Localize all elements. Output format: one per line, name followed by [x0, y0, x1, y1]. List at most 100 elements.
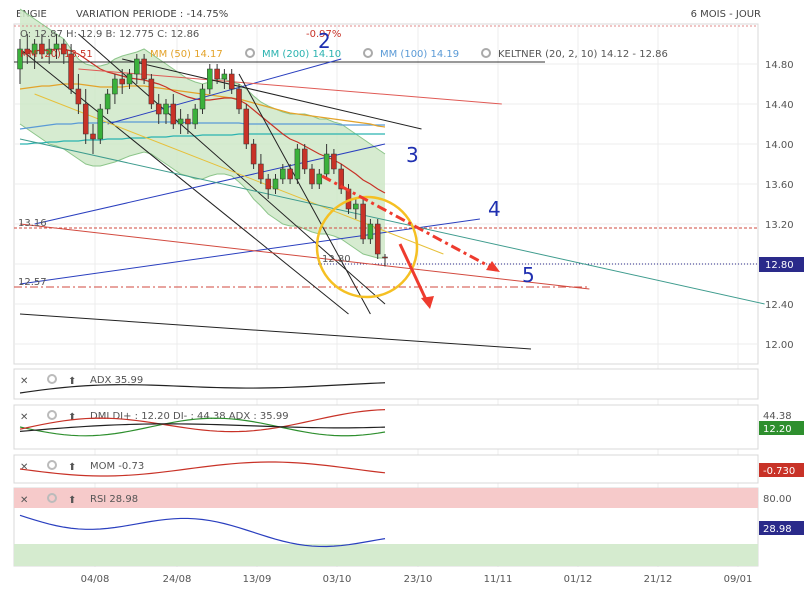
- candle-body: [382, 256, 388, 259]
- y-tick-label: 13.20: [765, 220, 794, 231]
- candle-body: [46, 48, 52, 55]
- y-tick-label: 14.80: [765, 60, 794, 71]
- close-icon: ✕: [20, 495, 28, 506]
- dmi-axis-label: 44.38: [763, 411, 792, 422]
- trend-line: [78, 68, 502, 105]
- circle-value-label: 12.80: [322, 254, 351, 265]
- annotations: 2 3 4 5 13.16 12.57 12.80 12.80: [18, 29, 804, 309]
- close-icon: ✕: [20, 462, 28, 473]
- dmi-badge: [759, 421, 804, 435]
- close-icon: ✕: [20, 412, 28, 423]
- mom-label: MOM -0.73: [90, 461, 144, 472]
- dmi-panel: [13, 404, 759, 450]
- annotation-label: 5: [522, 263, 535, 287]
- rsi-axis-label: 80.00: [763, 494, 792, 505]
- arrow-up-icon: ⬆: [68, 376, 76, 387]
- indicator-panels: ✕ ⬆ ADX 35.99 ✕ ⬆ DMI DI+ : 12.20 DI- : 44.38…: [13, 368, 804, 567]
- gear-icon[interactable]: [245, 48, 255, 58]
- annotation-label: 4: [488, 197, 501, 221]
- di-minus-line: [19, 409, 386, 433]
- rsi-line: [19, 514, 386, 548]
- x-tick-label: 24/08: [163, 574, 192, 585]
- candle-body: [141, 58, 147, 80]
- y-tick-label: 13.60: [765, 180, 794, 191]
- mm200-line: [20, 133, 385, 145]
- adx-line: [19, 382, 386, 394]
- ohlc-change: -0.97%: [306, 29, 341, 40]
- drop-arrow-head: [421, 296, 434, 309]
- x-axis-ticks: 04/08 24/08 13/09 03/10 23/10 11/11 01/12 21/12…: [81, 574, 753, 585]
- x-tick-label: 23/10: [404, 574, 433, 585]
- candle-body: [309, 168, 315, 185]
- rsi-overbought-zone: [14, 488, 758, 508]
- y-tick-label: 14.40: [765, 100, 794, 111]
- candle-body: [90, 133, 96, 140]
- keltner-legend: KELTNER (20, 2, 10) 14.12 - 12.86: [498, 49, 668, 60]
- candle-body: [53, 43, 60, 50]
- ohlc-legend: O: 12.87 H: 12.9 B: 12.775 C: 12.86: [20, 29, 199, 40]
- arrow-up-icon: ⬆: [68, 495, 76, 506]
- mm20-legend: MM (20) 13.51: [20, 49, 93, 60]
- y-tick-label: 14.00: [765, 140, 794, 151]
- candle-body: [272, 178, 279, 190]
- candle-body: [192, 108, 198, 125]
- candle-body: [199, 88, 206, 110]
- candle-body: [280, 168, 286, 180]
- candle-body: [360, 203, 366, 240]
- trend-line: [107, 58, 342, 125]
- close-icon: ✕: [20, 376, 28, 387]
- rsi-label: RSI 28.98: [90, 494, 138, 505]
- mm200-legend: MM (200) 14.10: [262, 49, 341, 60]
- candle-body: [214, 68, 220, 80]
- candle-body: [331, 153, 337, 170]
- candle-body: [207, 68, 213, 90]
- price-badge: [759, 257, 804, 272]
- candle-body: [134, 58, 140, 75]
- x-tick-label: 11/11: [484, 574, 513, 585]
- x-tick-label: 01/12: [564, 574, 593, 585]
- annotation-label: 3: [406, 143, 419, 167]
- gear-icon[interactable]: [363, 48, 373, 58]
- legend: O: 12.87 H: 12.9 B: 12.775 C: 12.86 -0.9…: [20, 29, 668, 60]
- trend-line: [238, 73, 371, 315]
- legend-gear-icons[interactable]: [245, 48, 491, 58]
- candle-body: [39, 43, 45, 55]
- candle-body: [323, 153, 330, 175]
- candle-body: [170, 103, 177, 125]
- y-tick-label: 12.40: [765, 300, 794, 311]
- variation-periode: VARIATION PERIODE : -14.75%: [76, 9, 229, 20]
- trend-line: [19, 48, 349, 315]
- annotation-label: 2: [318, 29, 331, 53]
- candle-body: [97, 108, 104, 140]
- x-tick-label: 03/10: [323, 574, 352, 585]
- candle-body: [126, 73, 133, 85]
- candle-body: [119, 78, 125, 85]
- candle-body: [287, 168, 293, 180]
- gear-icon: [47, 493, 57, 503]
- mom-badge: [759, 463, 804, 477]
- candle-body: [374, 223, 381, 255]
- candle-body: [301, 148, 308, 170]
- highlight-circle: [315, 195, 419, 299]
- candle-body: [228, 73, 235, 90]
- mm50-legend: MM (50) 14.17: [150, 49, 223, 60]
- dmi-adx-line: [19, 423, 386, 432]
- gear-icon[interactable]: [481, 48, 491, 58]
- adx-panel: [13, 368, 759, 400]
- gear-icon: [47, 460, 57, 470]
- candle-body: [185, 118, 191, 125]
- rsi-badge-text: 28.98: [763, 524, 792, 535]
- adx-label: ADX 35.99: [90, 375, 143, 386]
- candle-body: [163, 103, 169, 115]
- dmi-label: DMI DI+ : 12.20 DI- : 44.38 ADX : 35.99: [90, 411, 289, 422]
- candle-body: [82, 103, 89, 135]
- drop-arrow: [398, 243, 430, 305]
- candle-body: [243, 108, 250, 145]
- candle-body: [75, 88, 82, 105]
- period-selector[interactable]: 6 MOIS - JOUR: [690, 9, 761, 20]
- arrow-up-icon: ⬆: [68, 412, 76, 423]
- candle-body: [265, 178, 271, 190]
- mm100-line: [19, 121, 385, 130]
- candle-body: [177, 118, 184, 125]
